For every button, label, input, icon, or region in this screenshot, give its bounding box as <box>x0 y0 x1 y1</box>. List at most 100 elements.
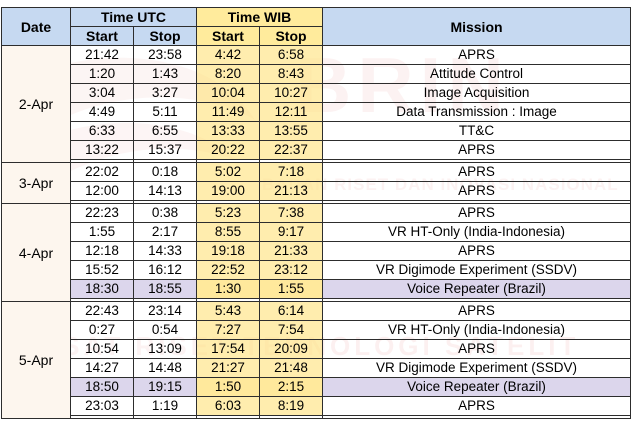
utc-start-cell: 6:33 <box>70 121 134 141</box>
utc-start-cell: 3:04 <box>70 83 134 103</box>
table-row: 5-Apr 22:43 23:14 5:43 6:14 APRS <box>1 301 631 419</box>
wib-stop-cell: 8:19 <box>259 396 323 416</box>
table-row: 0:27 0:54 7:27 7:54 VR HT-Only (India-Indone… <box>2 320 631 340</box>
wib-stop-cell: 6:14 <box>259 301 323 321</box>
table-row: 4:49 5:11 11:49 12:11 Data Transmission : Im… <box>2 102 631 122</box>
table-row: 15:52 16:12 22:52 23:12 VR Digimode Experime… <box>2 260 631 280</box>
wib-stop-cell: 9:17 <box>259 222 323 242</box>
utc-start-cell: 22:02 <box>70 162 134 182</box>
wib-start-cell: 4:42 <box>196 45 260 65</box>
mission-cell: Voice Repeater (Brazil) <box>322 377 631 397</box>
wib-stop-cell: 22:37 <box>259 140 323 160</box>
wib-stop-cell: 8:43 <box>259 64 323 84</box>
utc-start-cell: 15:52 <box>70 260 134 280</box>
utc-start-cell: 1:20 <box>70 64 134 84</box>
utc-start-cell: 4:49 <box>70 102 134 122</box>
utc-start-cell: 18:30 <box>70 279 134 299</box>
table-row: 1:55 2:17 8:55 9:17 VR HT-Only (India-Indone… <box>2 222 631 242</box>
mission-cell: VR Digimode Experiment (SSDV) <box>322 260 631 280</box>
table-row: 2-Apr 21:42 23:58 4:42 6:58 APRS <box>1 45 631 163</box>
utc-start-cell: 22:43 <box>70 301 134 321</box>
wib-stop-cell: 10:27 <box>259 83 323 103</box>
utc-stop-cell: 23:58 <box>133 45 197 65</box>
wib-start-cell: 17:54 <box>196 339 260 359</box>
wib-start-cell: 20:22 <box>196 140 260 160</box>
utc-start-cell: 10:54 <box>70 339 134 359</box>
wib-stop-cell: 1:55 <box>259 279 323 299</box>
spacer-cell <box>322 415 631 419</box>
utc-stop-cell: 3:27 <box>133 83 197 103</box>
mission-cell: APRS <box>322 203 631 223</box>
wib-start-cell: 10:04 <box>196 83 260 103</box>
mission-cell: Attitude Control <box>322 64 631 84</box>
table-row: 6:33 6:55 13:33 13:55 TT&C <box>2 121 631 141</box>
utc-start-cell: 21:42 <box>70 45 134 65</box>
date-cell: 4-Apr <box>1 203 71 302</box>
utc-start-cell: 13:22 <box>70 140 134 160</box>
mission-cell: APRS <box>322 162 631 182</box>
wib-stop-cell: 20:09 <box>259 339 323 359</box>
utc-stop-cell: 14:33 <box>133 241 197 261</box>
utc-stop-cell: 18:55 <box>133 279 197 299</box>
group-spacer-row <box>2 298 631 302</box>
wib-start-cell: 19:00 <box>196 181 260 201</box>
wib-start-cell: 6:03 <box>196 396 260 416</box>
wib-start-cell: 5:23 <box>196 203 260 223</box>
wib-start-header: Start <box>196 26 260 46</box>
utc-stop-cell: 0:38 <box>133 203 197 223</box>
utc-stop-cell: 1:19 <box>133 396 197 416</box>
date-cell: 5-Apr <box>1 301 71 419</box>
utc-stop-cell: 16:12 <box>133 260 197 280</box>
wib-start-cell: 1:30 <box>196 279 260 299</box>
utc-start-header: Start <box>70 26 134 46</box>
utc-start-cell: 22:23 <box>70 203 134 223</box>
wib-stop-cell: 2:15 <box>259 377 323 397</box>
utc-stop-cell: 13:09 <box>133 339 197 359</box>
wib-start-cell: 21:27 <box>196 358 260 378</box>
wib-stop-header: Stop <box>259 26 323 46</box>
wib-stop-cell: 7:54 <box>259 320 323 340</box>
wib-start-cell: 5:43 <box>196 301 260 321</box>
wib-stop-cell: 21:13 <box>259 181 323 201</box>
spacer-cell <box>133 415 197 419</box>
wib-start-cell: 22:52 <box>196 260 260 280</box>
mission-cell: APRS <box>322 181 631 201</box>
mission-cell: Image Acquisition <box>322 83 631 103</box>
table-row: 12:18 14:33 19:18 21:33 APRS <box>2 241 631 261</box>
utc-stop-cell: 1:43 <box>133 64 197 84</box>
table-row: 14:27 14:48 21:27 21:48 VR Digimode Experime… <box>2 358 631 378</box>
utc-stop-cell: 0:54 <box>133 320 197 340</box>
mission-cell: Voice Repeater (Brazil) <box>322 279 631 299</box>
date-cell: 3-Apr <box>1 162 71 204</box>
wib-start-cell: 8:20 <box>196 64 260 84</box>
utc-stop-cell: 19:15 <box>133 377 197 397</box>
utc-stop-cell: 14:48 <box>133 358 197 378</box>
mission-header: Mission <box>322 7 631 46</box>
wib-start-cell: 5:02 <box>196 162 260 182</box>
utc-stop-cell: 0:18 <box>133 162 197 182</box>
mission-cell: APRS <box>322 45 631 65</box>
wib-stop-cell: 13:55 <box>259 121 323 141</box>
utc-stop-cell: 15:37 <box>133 140 197 160</box>
table-row: 18:30 18:55 1:30 1:55 Voice Repeater (Brazil… <box>2 279 631 299</box>
table-row: 3:04 3:27 10:04 10:27 Image Acquisition <box>2 83 631 103</box>
mission-cell: APRS <box>322 301 631 321</box>
utc-start-cell: 12:00 <box>70 181 134 201</box>
utc-start-cell: 23:03 <box>70 396 134 416</box>
mission-cell: VR HT-Only (India-Indonesia) <box>322 320 631 340</box>
date-header: Date <box>1 7 71 46</box>
wib-stop-cell: 6:58 <box>259 45 323 65</box>
utc-stop-cell: 5:11 <box>133 102 197 122</box>
mission-cell: VR Digimode Experiment (SSDV) <box>322 358 631 378</box>
table-row: 23:03 1:19 6:03 8:19 APRS <box>2 396 631 416</box>
mission-cell: VR HT-Only (India-Indonesia) <box>322 222 631 242</box>
utc-start-cell: 1:55 <box>70 222 134 242</box>
utc-start-cell: 14:27 <box>70 358 134 378</box>
utc-stop-cell: 14:13 <box>133 181 197 201</box>
wib-stop-cell: 7:18 <box>259 162 323 182</box>
table-row: 1:20 1:43 8:20 8:43 Attitude Control <box>2 64 631 84</box>
wib-stop-cell: 21:33 <box>259 241 323 261</box>
table-row: 4-Apr 22:23 0:38 5:23 7:38 APRS <box>1 203 631 302</box>
wib-start-cell: 11:49 <box>196 102 260 122</box>
mission-cell: Data Transmission : Image <box>322 102 631 122</box>
